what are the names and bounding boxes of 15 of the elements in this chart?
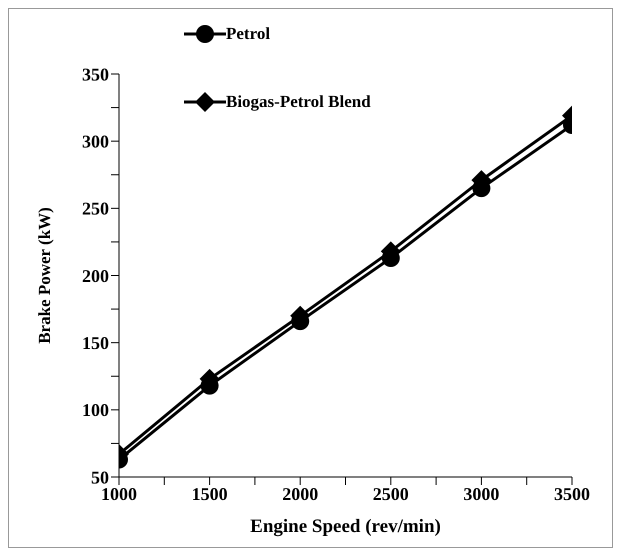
x-tick-label: 1500 xyxy=(192,484,228,504)
legend-label: Petrol xyxy=(226,24,270,44)
y-tick-label: 200 xyxy=(82,266,109,286)
x-tick-label: 3000 xyxy=(463,484,500,504)
y-tick-label: 100 xyxy=(82,400,109,420)
x-axis-title: Engine Speed (rev/min) xyxy=(250,516,441,537)
y-tick-label: 300 xyxy=(82,132,109,152)
x-tick-label: 3500 xyxy=(554,484,590,504)
x-tick-label: 2500 xyxy=(372,484,409,504)
legend-label: Biogas-Petrol Blend xyxy=(226,92,371,112)
x-tick-label: 2000 xyxy=(282,484,318,504)
y-tick-label: 250 xyxy=(82,198,109,219)
y-tick-label: 350 xyxy=(82,64,109,84)
y-axis-title: Brake Power (kW) xyxy=(35,207,54,344)
y-tick-label: 150 xyxy=(82,333,109,354)
